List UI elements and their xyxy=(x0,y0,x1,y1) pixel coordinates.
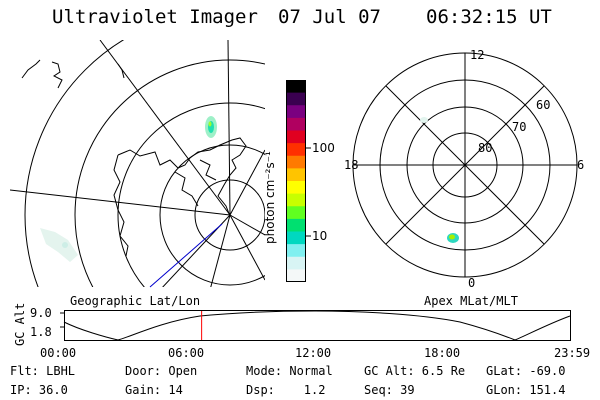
colorbar xyxy=(286,80,306,282)
lat-label-80: 80 xyxy=(478,141,493,155)
colorbar-swatch xyxy=(286,130,306,144)
lat-label-70: 70 xyxy=(512,120,527,134)
colorbar-swatch xyxy=(286,105,306,119)
mlt-label-top: 12 xyxy=(470,48,485,62)
door-status: Door: Open xyxy=(125,364,198,378)
ip-value: IP: 36.0 xyxy=(10,383,68,397)
y-tick-label: 9.0 xyxy=(30,306,52,320)
altitude-curve xyxy=(63,310,571,341)
colorbar-swatch xyxy=(286,269,306,282)
filter-value: Flt: LBHL xyxy=(10,364,76,378)
colorbar-tick-label: 10 xyxy=(312,229,328,243)
x-tick-label: 18:00 xyxy=(424,346,461,360)
timeline-left-label: Geographic Lat/Lon xyxy=(70,294,201,308)
colorbar-swatch xyxy=(286,117,306,132)
y-tick-label: 1.8 xyxy=(30,325,52,339)
colorbar-swatch xyxy=(286,244,306,258)
colorbar-swatch xyxy=(286,231,306,245)
colorbar-swatch xyxy=(286,193,306,207)
colorbar-swatch xyxy=(286,92,306,106)
timeline-frame xyxy=(64,310,571,341)
colorbar-swatch xyxy=(286,206,306,220)
glon-value: GLon: 151.4 xyxy=(486,383,566,397)
timeline-right-label: Apex MLat/MLT xyxy=(424,294,518,308)
polar-plot xyxy=(352,52,578,278)
observation-date: 07 Jul 07 xyxy=(278,6,381,28)
colorbar-swatch xyxy=(286,181,306,195)
colorbar-swatch xyxy=(286,80,306,94)
x-tick-label: 23:59 xyxy=(554,346,591,360)
instrument-title: Ultraviolet Imager xyxy=(52,6,258,28)
dsp-value: Dsp: 1.2 xyxy=(246,383,326,397)
colorbar-swatch xyxy=(286,256,306,270)
colorbar-swatch xyxy=(286,168,306,182)
colorbar-ticks xyxy=(306,147,311,237)
seq-value: Seq: 39 xyxy=(364,383,415,397)
colorbar-swatch xyxy=(286,143,306,157)
colorbar-tick-label: 100 xyxy=(312,141,335,155)
gain-value: Gain: 14 xyxy=(125,383,183,397)
gc-alt-value: GC Alt: 6.5 Re xyxy=(364,364,466,378)
x-tick-label: 06:00 xyxy=(168,346,205,360)
lat-label-60: 60 xyxy=(536,98,551,112)
terminator-line xyxy=(149,223,223,288)
mode-value: Mode: Normal xyxy=(246,364,333,378)
mlt-label-bottom: 0 xyxy=(468,276,476,290)
x-tick-label: 00:00 xyxy=(40,346,77,360)
colorbar-swatch xyxy=(286,155,306,169)
glat-value: GLat: -69.0 xyxy=(486,364,566,378)
colorbar-swatch xyxy=(286,218,306,233)
x-tick-label: 12:00 xyxy=(295,346,332,360)
mlt-label-left: 18 xyxy=(344,158,359,172)
observation-time: 06:32:15 UT xyxy=(426,6,552,28)
mlt-label-right: 6 xyxy=(577,158,585,172)
